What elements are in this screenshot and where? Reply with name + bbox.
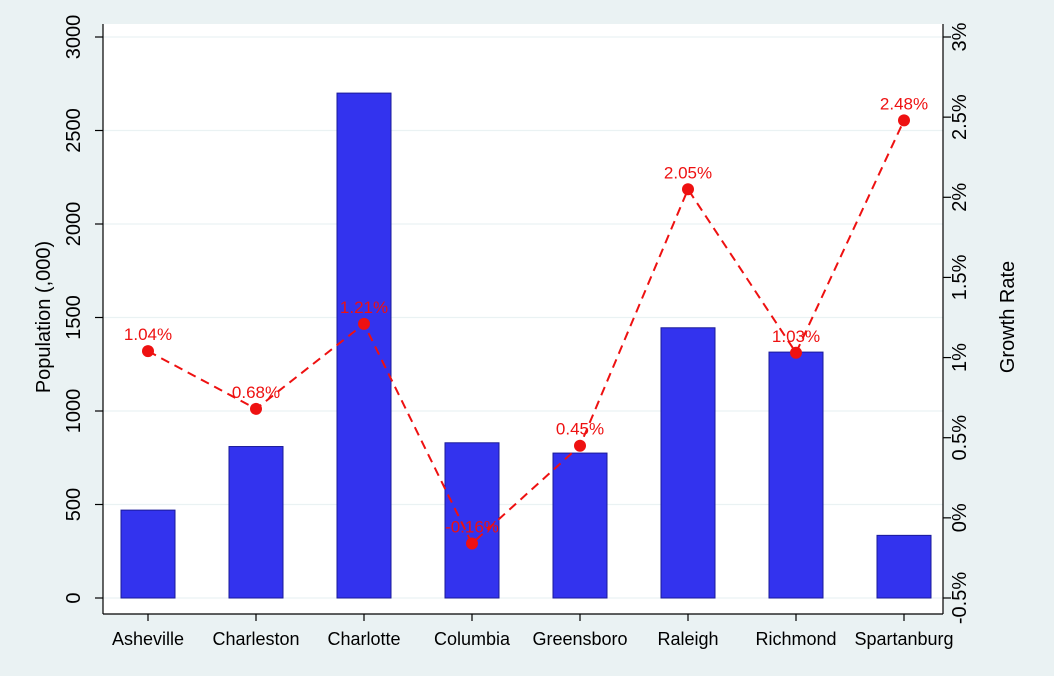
growth-point-spartanburg	[898, 114, 910, 127]
growth-rate-path	[147, 119, 905, 546]
growth-point-charlotte	[358, 317, 370, 330]
ticks: 0 500 1000 1500 2000 2500 3000 -0.5% 0% 0.5% 1% 1.5…	[63, 15, 971, 649]
y2-axis-title: Growth Rate	[997, 261, 1019, 373]
population-bars	[120, 92, 932, 599]
y2-tick-label-1: 0%	[949, 503, 971, 532]
bar-asheville	[120, 509, 176, 599]
y2-tick-label-7: 3%	[949, 22, 971, 51]
y2-tick-label-5: 2%	[949, 183, 971, 212]
bar-richmond	[768, 351, 824, 599]
y-tick-label-1: 500	[63, 488, 85, 521]
growth-point-asheville	[142, 345, 154, 358]
y2-tick-label-4: 1.5%	[949, 254, 971, 300]
y-tick-label-2: 1000	[63, 389, 85, 434]
y-tick-label-5: 2500	[63, 108, 85, 153]
x-tick-label-0: Asheville	[112, 629, 184, 649]
growth-label-richmond: 1.03%	[772, 327, 820, 346]
y-axis-title: Population (,000)	[33, 241, 55, 393]
y2-tick-label-6: 2.5%	[949, 94, 971, 140]
axes	[102, 24, 944, 615]
y-tick-label-4: 2000	[63, 202, 85, 247]
growth-rate-line: 1.04% 0.68% 1.21% -0.16% 0.45% 2.05% 1.03% 2.48…	[124, 94, 928, 550]
y-tick-label-6: 3000	[63, 15, 85, 60]
y2-tick-label-0: -0.5%	[949, 572, 971, 624]
growth-point-columbia	[466, 537, 478, 550]
growth-label-columbia: -0.16%	[445, 518, 499, 537]
bar-columbia	[444, 442, 500, 599]
y-tick-label-3: 1500	[63, 295, 85, 340]
growth-point-richmond	[790, 346, 802, 359]
growth-label-spartanburg: 2.48%	[880, 94, 928, 113]
growth-label-charleston: 0.68%	[232, 383, 280, 402]
y-tick-label-0: 0	[63, 592, 85, 603]
growth-label-charlotte: 1.21%	[340, 298, 388, 317]
growth-point-charleston	[250, 402, 262, 415]
growth-point-raleigh	[682, 183, 694, 196]
bar-greensboro	[552, 452, 608, 599]
x-tick-label-1: Charleston	[212, 629, 299, 649]
growth-label-raleigh: 2.05%	[664, 163, 712, 182]
bar-charlotte	[336, 92, 392, 599]
x-tick-label-7: Spartanburg	[854, 629, 953, 649]
bar-raleigh	[660, 327, 716, 599]
x-tick-label-3: Columbia	[434, 629, 511, 649]
y2-tick-label-2: 0.5%	[949, 415, 971, 461]
growth-label-asheville: 1.04%	[124, 325, 172, 344]
y2-tick-label-3: 1%	[949, 343, 971, 372]
x-tick-label-4: Greensboro	[532, 629, 627, 649]
x-tick-label-2: Charlotte	[327, 629, 400, 649]
growth-label-greensboro: 0.45%	[556, 420, 604, 439]
x-tick-label-5: Raleigh	[657, 629, 718, 649]
bar-spartanburg	[876, 534, 932, 599]
growth-point-greensboro	[574, 439, 586, 452]
bar-charleston	[228, 446, 284, 599]
x-tick-label-6: Richmond	[755, 629, 836, 649]
